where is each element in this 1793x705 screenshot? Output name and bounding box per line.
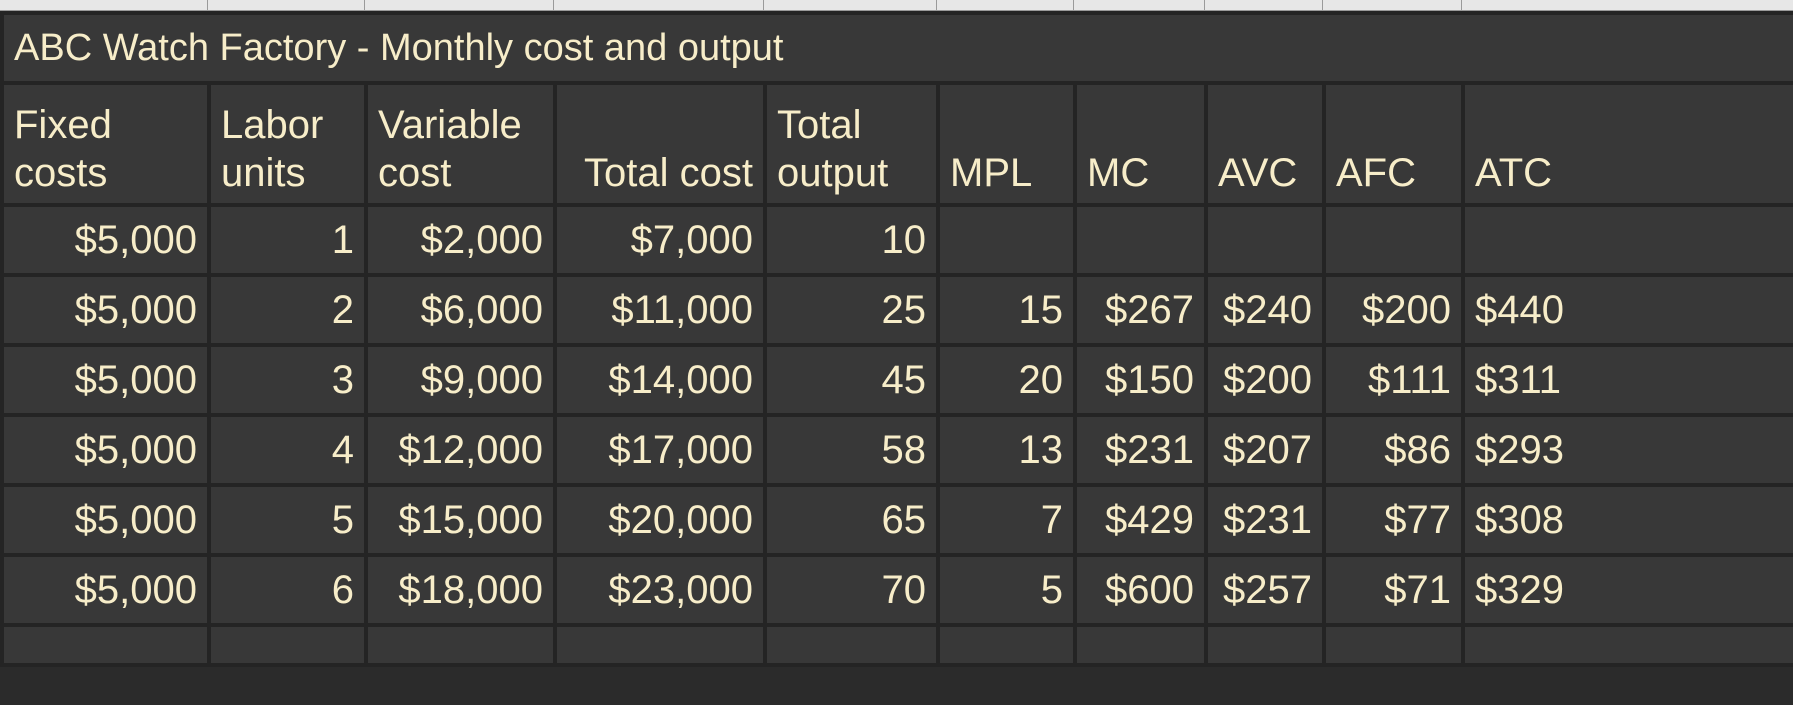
- cell-fixed-costs[interactable]: $5,000: [0, 413, 211, 487]
- cell-variable-cost[interactable]: $2,000: [364, 203, 557, 277]
- header-mc[interactable]: MC: [1073, 81, 1208, 207]
- empty-cell[interactable]: [1460, 623, 1793, 667]
- cell-mpl[interactable]: 5: [936, 553, 1077, 627]
- cell-labor-units[interactable]: 1: [207, 203, 368, 277]
- cell-variable-cost[interactable]: $6,000: [364, 273, 557, 347]
- empty-cell[interactable]: [1073, 623, 1208, 667]
- cell-total-cost[interactable]: $20,000: [553, 483, 767, 557]
- cell-total-cost[interactable]: $17,000: [553, 413, 767, 487]
- cell-atc[interactable]: $329: [1460, 553, 1793, 627]
- table-row: $5,000 5 $15,000 $20,000 65 7 $429 $231 …: [0, 483, 1793, 557]
- cell-labor-units[interactable]: 6: [207, 553, 368, 627]
- cell-afc[interactable]: $200: [1322, 273, 1465, 347]
- cell-total-output[interactable]: 25: [763, 273, 940, 347]
- cell-labor-units[interactable]: 2: [207, 273, 368, 347]
- cell-atc[interactable]: $440: [1460, 273, 1793, 347]
- cell-total-output[interactable]: 10: [763, 203, 940, 277]
- cell-afc[interactable]: $86: [1322, 413, 1465, 487]
- cell-mpl[interactable]: [936, 203, 1077, 277]
- cell-fixed-costs[interactable]: $5,000: [0, 273, 211, 347]
- cell-afc[interactable]: $77: [1322, 483, 1465, 557]
- partial-row: [0, 623, 1793, 667]
- cell-mpl[interactable]: 13: [936, 413, 1077, 487]
- cell-total-output[interactable]: 45: [763, 343, 940, 417]
- cell-total-cost[interactable]: $11,000: [553, 273, 767, 347]
- cell-atc[interactable]: $308: [1460, 483, 1793, 557]
- cell-total-output[interactable]: 58: [763, 413, 940, 487]
- cell-atc[interactable]: $293: [1460, 413, 1793, 487]
- cell-variable-cost[interactable]: $12,000: [364, 413, 557, 487]
- table-title-cell[interactable]: ABC Watch Factory - Monthly cost and out…: [0, 11, 1793, 85]
- cell-fixed-costs[interactable]: $5,000: [0, 203, 211, 277]
- cell-total-cost[interactable]: $7,000: [553, 203, 767, 277]
- cell-total-output[interactable]: 65: [763, 483, 940, 557]
- header-total-cost[interactable]: Total cost: [553, 81, 767, 207]
- cell-avc[interactable]: $240: [1204, 273, 1326, 347]
- cell-variable-cost[interactable]: $15,000: [364, 483, 557, 557]
- cell-avc[interactable]: $207: [1204, 413, 1326, 487]
- cell-atc[interactable]: [1460, 203, 1793, 277]
- cell-mpl[interactable]: 7: [936, 483, 1077, 557]
- cell-total-cost[interactable]: $23,000: [553, 553, 767, 627]
- header-labor-units[interactable]: Labor units: [207, 81, 368, 207]
- cell-afc[interactable]: $71: [1322, 553, 1465, 627]
- header-afc[interactable]: AFC: [1322, 81, 1465, 207]
- cell-avc[interactable]: [1204, 203, 1326, 277]
- cell-fixed-costs[interactable]: $5,000: [0, 483, 211, 557]
- table-row: $5,000 2 $6,000 $11,000 25 15 $267 $240 …: [0, 273, 1793, 347]
- cell-mpl[interactable]: 15: [936, 273, 1077, 347]
- cell-mc[interactable]: [1073, 203, 1208, 277]
- cell-labor-units[interactable]: 4: [207, 413, 368, 487]
- cell-variable-cost[interactable]: $9,000: [364, 343, 557, 417]
- header-avc[interactable]: AVC: [1204, 81, 1326, 207]
- cell-total-output[interactable]: 70: [763, 553, 940, 627]
- empty-cell[interactable]: [553, 623, 767, 667]
- table-row: $5,000 6 $18,000 $23,000 70 5 $600 $257 …: [0, 553, 1793, 627]
- cell-atc[interactable]: $311: [1460, 343, 1793, 417]
- cell-fixed-costs[interactable]: $5,000: [0, 343, 211, 417]
- cell-mc[interactable]: $267: [1073, 273, 1208, 347]
- cell-afc[interactable]: $111: [1322, 343, 1465, 417]
- cell-fixed-costs[interactable]: $5,000: [0, 553, 211, 627]
- empty-cell[interactable]: [1204, 623, 1326, 667]
- header-total-output[interactable]: Total output: [763, 81, 940, 207]
- cell-avc[interactable]: $257: [1204, 553, 1326, 627]
- empty-cell[interactable]: [1322, 623, 1465, 667]
- header-atc[interactable]: ATC: [1460, 81, 1793, 207]
- header-mpl[interactable]: MPL: [936, 81, 1077, 207]
- title-row: ABC Watch Factory - Monthly cost and out…: [0, 11, 1793, 85]
- cost-output-table: ABC Watch Factory - Monthly cost and out…: [0, 11, 1793, 667]
- cell-avc[interactable]: $200: [1204, 343, 1326, 417]
- cell-mc[interactable]: $150: [1073, 343, 1208, 417]
- cell-total-cost[interactable]: $14,000: [553, 343, 767, 417]
- header-row: Fixed costs Labor units Variable cost Total…: [0, 81, 1793, 207]
- header-variable-cost[interactable]: Variable cost: [364, 81, 557, 207]
- empty-cell[interactable]: [364, 623, 557, 667]
- empty-cell[interactable]: [0, 623, 211, 667]
- cell-avc[interactable]: $231: [1204, 483, 1326, 557]
- empty-cell[interactable]: [936, 623, 1077, 667]
- empty-cell[interactable]: [763, 623, 940, 667]
- cell-variable-cost[interactable]: $18,000: [364, 553, 557, 627]
- table-row: $5,000 4 $12,000 $17,000 58 13 $231 $207…: [0, 413, 1793, 487]
- cell-mpl[interactable]: 20: [936, 343, 1077, 417]
- column-header-strip: [0, 0, 1793, 11]
- table-row: $5,000 3 $9,000 $14,000 45 20 $150 $200 …: [0, 343, 1793, 417]
- empty-cell[interactable]: [207, 623, 368, 667]
- header-fixed-costs[interactable]: Fixed costs: [0, 81, 211, 207]
- table-row: $5,000 1 $2,000 $7,000 10: [0, 203, 1793, 277]
- cell-mc[interactable]: $429: [1073, 483, 1208, 557]
- cell-mc[interactable]: $231: [1073, 413, 1208, 487]
- cell-afc[interactable]: [1322, 203, 1465, 277]
- cell-mc[interactable]: $600: [1073, 553, 1208, 627]
- cell-labor-units[interactable]: 3: [207, 343, 368, 417]
- cell-labor-units[interactable]: 5: [207, 483, 368, 557]
